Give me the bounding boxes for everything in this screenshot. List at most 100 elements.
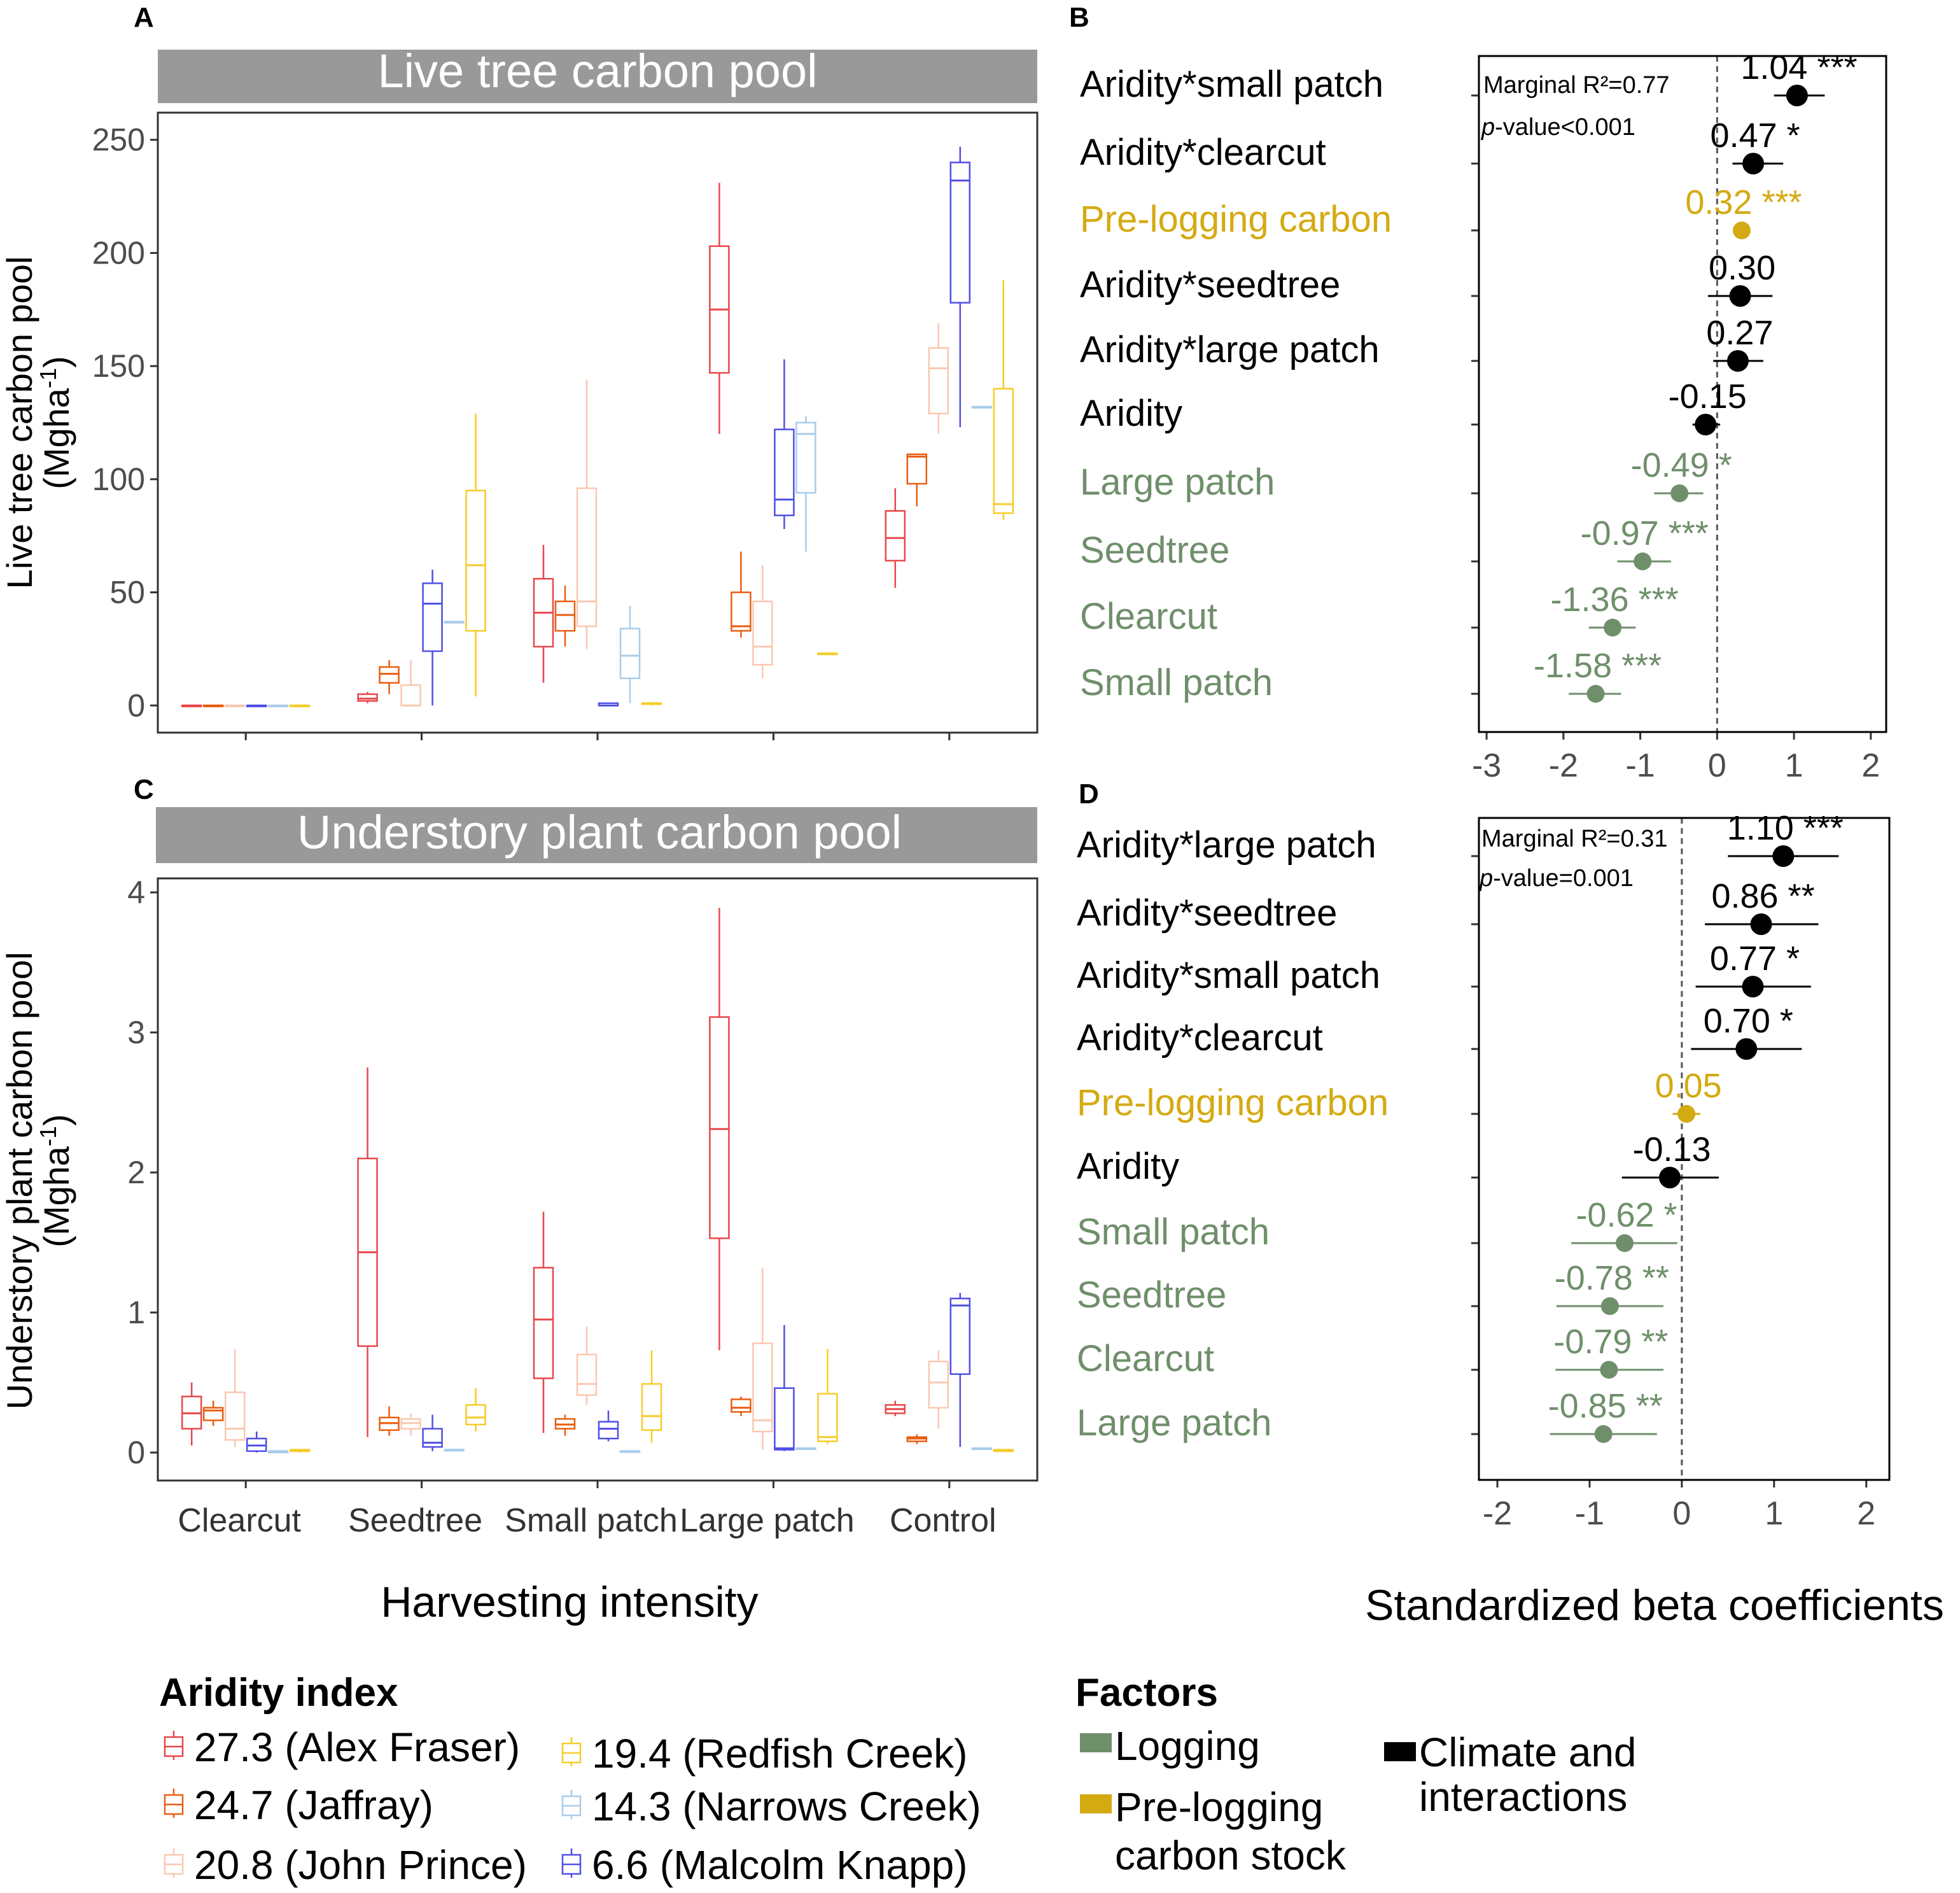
box-alex-fraser	[357, 1067, 378, 1437]
x-tick-label: 2	[1857, 1495, 1875, 1532]
box-jaffray	[906, 453, 928, 507]
box-alex-fraser	[533, 544, 554, 683]
estimate-label: 0.86 **	[1711, 877, 1814, 915]
term-label: Large patch	[1080, 461, 1275, 503]
legend-label-prelogging-1: Pre-logging	[1115, 1784, 1323, 1830]
estimate-label: -0.13	[1632, 1130, 1711, 1169]
y-tick-label: 4	[127, 875, 145, 910]
box-malcolm-knapp	[774, 359, 795, 530]
box-narrows-creek	[971, 405, 993, 409]
estimate-label: 1.04 ***	[1740, 48, 1857, 87]
x-tick-label: -3	[1472, 747, 1501, 784]
box-iqr	[533, 1267, 554, 1379]
legend-item: 20.8 (John Prince)	[164, 1842, 527, 1888]
box-redfish-creek	[993, 280, 1014, 520]
x-tick-label: 0	[1708, 747, 1726, 784]
box-john-prince	[224, 1349, 246, 1447]
term-label: Clearcut	[1080, 596, 1217, 637]
estimate-point	[1616, 1234, 1634, 1252]
x-tick-label: Control	[890, 1502, 997, 1539]
box-redfish-creek	[641, 702, 662, 706]
term-label: Clearcut	[1077, 1338, 1214, 1379]
term-label: Seedtree	[1080, 530, 1229, 571]
estimate-point	[1750, 913, 1772, 935]
strip-background	[156, 807, 1037, 863]
box-john-prince	[752, 1267, 773, 1450]
box-iqr	[949, 1297, 971, 1376]
legend-item: 27.3 (Alex Fraser)	[164, 1724, 520, 1770]
box-jaffray	[906, 1434, 928, 1444]
box-iqr	[576, 1353, 598, 1397]
box-narrows-creek	[267, 704, 289, 708]
legend-label: 6.6 (Malcolm Knapp)	[592, 1842, 967, 1888]
x-tick-label: -1	[1575, 1495, 1604, 1532]
p-text: -value=0.001	[1493, 865, 1634, 892]
panel-d-r2: Marginal R²=0.31	[1481, 826, 1668, 852]
x-tick-label: -2	[1549, 747, 1578, 784]
y-tick-label: 1	[127, 1295, 145, 1330]
x-axis-title: Standardized beta coefficients	[1365, 1581, 1944, 1629]
estimate-point	[1600, 1297, 1619, 1315]
box-iqr	[885, 510, 906, 562]
estimate-label: 0.70 *	[1704, 1002, 1793, 1040]
legend-swatch-logging	[1080, 1733, 1112, 1752]
box-iqr	[949, 161, 971, 304]
box-malcolm-knapp	[422, 1414, 443, 1451]
box-jaffray	[554, 1414, 576, 1436]
panel-a-live-tree: Live tree carbon pool 0 50 100 150 200 250 Li…	[0, 45, 1039, 740]
box-john-prince	[576, 379, 598, 649]
term-label: Aridity*small patch	[1080, 64, 1383, 105]
box-alex-fraser	[709, 183, 730, 434]
estimate-point	[1729, 285, 1751, 307]
box-redfish-creek	[641, 1350, 662, 1443]
term-label: Aridity*small patch	[1077, 955, 1380, 996]
legend-item: 19.4 (Redfish Creek)	[561, 1731, 967, 1777]
y-tick-label: 250	[92, 122, 145, 158]
box-jaffray	[379, 1406, 400, 1436]
box-redfish-creek	[817, 652, 838, 656]
estimate-point	[1677, 1105, 1696, 1123]
x-axis-title: Harvesting intensity	[381, 1578, 758, 1626]
estimate-label: -0.78 **	[1555, 1259, 1669, 1297]
p-letter: p	[1481, 114, 1495, 141]
panel-a-title: Live tree carbon pool	[377, 45, 817, 97]
box-alex-fraser	[357, 692, 378, 703]
panel-d-plot-area: -2 -1 0 1 2 Aridity*large patch 1.10 *** Aridit…	[1077, 809, 1875, 1532]
estimate-label: -0.85 **	[1548, 1387, 1663, 1425]
box-iqr	[993, 388, 1014, 514]
panel-c-frame	[157, 877, 1039, 1482]
box-iqr	[928, 347, 949, 415]
estimate-point	[1735, 1038, 1758, 1060]
estimate-label: 0.47 *	[1711, 116, 1800, 155]
x-tick-label: 1	[1765, 1495, 1783, 1532]
box-iqr	[641, 1383, 662, 1432]
estimate-label: 0.77 *	[1710, 939, 1800, 978]
x-tick-label: Small patch	[505, 1502, 678, 1539]
box-malcolm-knapp	[422, 570, 443, 706]
panel-c-ylabel: Understory plant carbon pool	[0, 952, 39, 1409]
panel-label-a: A	[134, 2, 154, 33]
box-narrows-creek	[795, 416, 816, 552]
box-alex-fraser	[181, 704, 202, 708]
box-iqr	[465, 1404, 486, 1426]
estimate-point	[1600, 1361, 1618, 1379]
box-malcolm-knapp	[246, 1432, 267, 1453]
estimate-point	[1742, 153, 1765, 174]
box-iqr	[576, 487, 598, 628]
estimate-point	[1586, 685, 1605, 703]
box-redfish-creek	[465, 413, 486, 697]
box-narrows-creek	[971, 1447, 993, 1451]
term-label: Pre-logging carbon	[1077, 1082, 1389, 1123]
box-alex-fraser	[181, 1383, 202, 1446]
box-iqr	[752, 1342, 773, 1433]
legend-factors: Factors Logging Pre-logging carbon stock…	[1075, 1671, 1637, 1878]
box-iqr	[379, 666, 400, 684]
box-iqr	[928, 1360, 949, 1409]
y-tick-label: 0	[127, 1435, 145, 1470]
term-label: Large patch	[1077, 1402, 1271, 1444]
strip-background	[158, 50, 1037, 103]
estimate-label: -1.58 ***	[1534, 647, 1662, 685]
x-tick-label: 2	[1861, 747, 1880, 784]
legend-aridity-title: Aridity index	[159, 1671, 398, 1715]
box-iqr	[598, 1421, 619, 1440]
